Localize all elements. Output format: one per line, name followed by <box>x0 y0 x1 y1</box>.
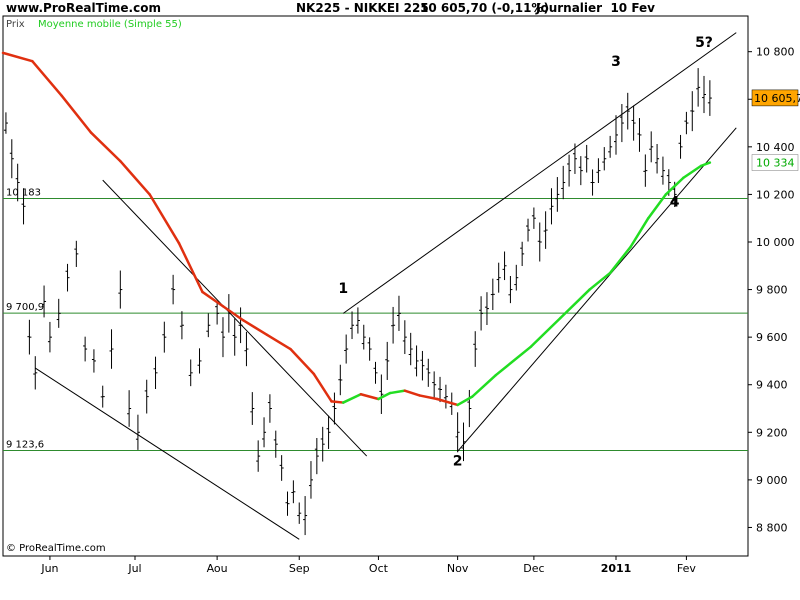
ma-segment <box>265 333 292 351</box>
x-tick-label: Aou <box>207 562 228 575</box>
trendline-lower-wedge <box>457 127 737 452</box>
y-tick-label: 10 200 <box>756 188 795 201</box>
hline-label: 9 123,6 <box>6 439 44 450</box>
wave-label: 3 <box>611 54 621 70</box>
ma-segment <box>471 373 498 398</box>
period-label: Journalier 10 Fev <box>536 1 655 15</box>
ma-segment <box>699 161 712 168</box>
y-tick-label: 9 400 <box>756 379 788 392</box>
ma-segment <box>31 59 63 97</box>
x-tick-label: Oct <box>369 562 389 575</box>
x-tick-label: Dec <box>523 562 544 575</box>
price-tag-box <box>751 89 799 107</box>
hline-label: 9 700,9 <box>6 302 44 313</box>
price-tag-text: 10 605,7 <box>754 92 800 105</box>
ma-segment <box>403 389 421 397</box>
y-tick-label: 8 800 <box>756 521 788 534</box>
trendline-down-lower <box>34 367 300 540</box>
ma-segment <box>312 372 333 403</box>
ma-segment <box>148 193 181 245</box>
wave-label: 4 <box>670 194 680 210</box>
instrument-name: NK225 - NIKKEI 225 <box>296 1 429 15</box>
x-tick-label: Sep <box>289 562 310 575</box>
y-tick-label: 10 000 <box>756 236 795 249</box>
last-quote: 10 605,70 (-0,11%) <box>420 1 549 15</box>
ma-segment <box>89 131 122 163</box>
wave-label: 1 <box>338 281 348 297</box>
trendline-down-upper <box>102 179 368 457</box>
ma-segment <box>201 290 225 308</box>
ma-segment <box>682 164 703 180</box>
ma-segment <box>588 271 612 291</box>
ma-segment <box>494 345 533 377</box>
ma-segment <box>242 319 269 337</box>
ma-segment <box>608 245 632 275</box>
y-tick-label: 10 800 <box>756 46 795 59</box>
trendline-upper-wedge <box>342 32 737 314</box>
ma-segment <box>377 391 392 401</box>
ma-segment <box>456 395 474 407</box>
x-tick-label: 2011 <box>601 562 632 575</box>
ma-segment <box>435 397 459 407</box>
ma-segment <box>418 394 439 401</box>
x-tick-label: Fev <box>677 562 696 575</box>
x-tick-label: Jul <box>127 562 141 575</box>
wave-label: 5? <box>695 35 713 51</box>
ma-segment <box>559 288 591 320</box>
ma-segment <box>330 400 345 404</box>
ma-segment <box>119 159 151 196</box>
ma-segment <box>529 316 562 348</box>
y-tick-label: 9 800 <box>756 284 788 297</box>
ma-legend: Moyenne mobile (Simple 55) <box>38 19 182 30</box>
ma-segment <box>177 241 204 294</box>
y-tick-label: 9 600 <box>756 331 788 344</box>
ma-segment <box>664 176 685 196</box>
ma-segment <box>221 304 245 322</box>
ma-segment <box>341 392 363 404</box>
ma-segment <box>388 389 407 395</box>
plot-frame <box>2 15 749 557</box>
ma-segment <box>647 193 668 220</box>
site-url[interactable]: www.ProRealTime.com <box>6 1 161 15</box>
y-tick-label: 9 000 <box>756 474 788 487</box>
ma-segment <box>1 51 34 63</box>
ma-segment <box>60 94 93 134</box>
ma-tag-box <box>751 154 799 171</box>
ma-tag-text: 10 334 <box>756 157 795 170</box>
wave-label: 2 <box>453 454 463 470</box>
ma-segment <box>629 216 650 248</box>
y-tick-label: 10 400 <box>756 141 795 154</box>
ma-segment <box>359 392 380 401</box>
ma-segment <box>289 347 316 376</box>
copyright[interactable]: © ProRealTime.com <box>6 543 106 554</box>
price-label: Prix <box>6 19 25 30</box>
x-tick-label: Jun <box>40 562 58 575</box>
y-tick-label: 9 200 <box>756 426 788 439</box>
x-tick-label: Nov <box>447 562 469 575</box>
